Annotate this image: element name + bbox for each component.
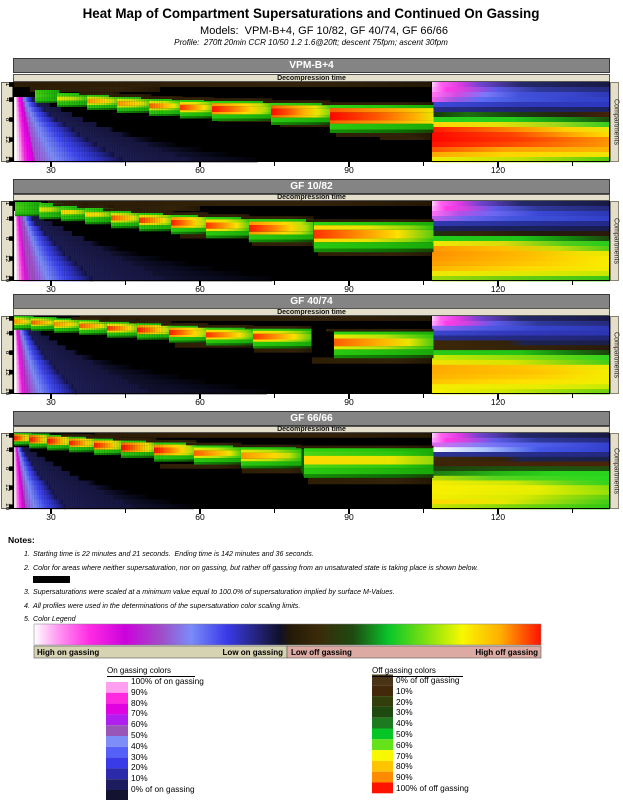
svg-text:4: 4 — [4, 448, 11, 452]
svg-text:12: 12 — [4, 484, 11, 492]
svg-text:1: 1 — [4, 83, 11, 87]
svg-text:4: 4 — [4, 98, 11, 102]
svg-text:8: 8 — [4, 351, 11, 355]
svg-text:16: 16 — [4, 275, 11, 283]
svg-text:1: 1 — [4, 317, 11, 321]
svg-text:16: 16 — [4, 503, 11, 511]
svg-text:4: 4 — [4, 331, 11, 335]
svg-text:1: 1 — [4, 434, 11, 438]
svg-text:12: 12 — [4, 136, 11, 144]
svg-text:Compartments: Compartments — [613, 99, 620, 145]
svg-text:16: 16 — [4, 388, 11, 396]
svg-text:8: 8 — [4, 467, 11, 471]
svg-text:8: 8 — [4, 118, 11, 122]
svg-text:Compartments: Compartments — [613, 332, 620, 378]
svg-text:12: 12 — [4, 255, 11, 263]
svg-text:Compartments: Compartments — [613, 448, 620, 494]
svg-text:8: 8 — [4, 237, 11, 241]
svg-text:1: 1 — [4, 202, 11, 206]
svg-text:Compartments: Compartments — [613, 218, 620, 264]
svg-text:16: 16 — [4, 156, 11, 164]
svg-text:4: 4 — [4, 217, 11, 221]
svg-text:12: 12 — [4, 368, 11, 376]
